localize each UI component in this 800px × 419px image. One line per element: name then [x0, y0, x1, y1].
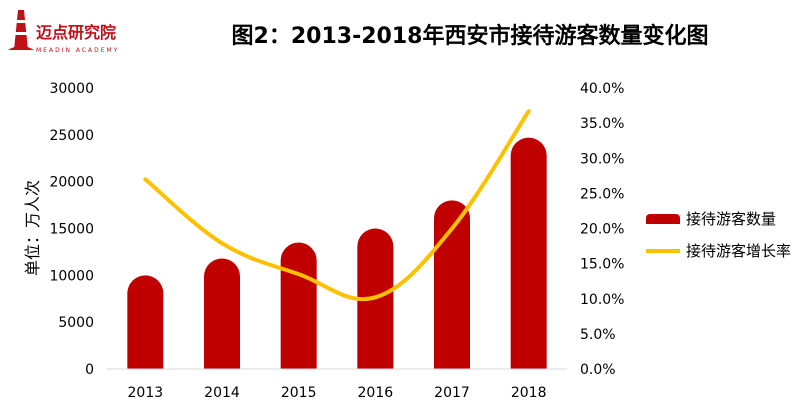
y-tick-label: 30000: [49, 81, 94, 97]
y-tick-label: 20000: [49, 175, 94, 191]
bar-2013: [127, 275, 164, 369]
y2-tick-label: 0.0%: [580, 362, 616, 378]
x-axis: 2013 2014 2015 2016 2017 2018: [107, 368, 567, 401]
legend-bar-label: 接待游客数量: [686, 210, 776, 228]
y-axis-right: 0.0% 5.0% 10.0% 15.0% 20.0% 25.0% 30.0% 35.0% 40…: [580, 81, 624, 378]
y-axis-label: 单位：万人次: [23, 180, 42, 276]
y2-tick-label: 30.0%: [580, 151, 624, 167]
legend-bar-swatch: [646, 214, 680, 224]
y-tick-label: 0: [85, 362, 94, 378]
x-tick-label: 2018: [511, 385, 547, 401]
x-tick-label: 2014: [204, 385, 240, 401]
y-tick-label: 15000: [49, 222, 94, 238]
y2-tick-label: 20.0%: [580, 222, 624, 238]
bar-2018: [510, 137, 547, 369]
bar-2017: [434, 200, 470, 369]
x-tick-label: 2017: [434, 385, 470, 401]
x-tick-label: 2013: [128, 385, 164, 401]
y-tick-label: 5000: [58, 315, 94, 331]
y-axis-left: 0 5000 10000 15000 20000 25000 30000: [49, 81, 94, 378]
y-tick-label: 10000: [49, 268, 94, 284]
brand-logo: 迈点研究院 MEADIN ACADEMY: [4, 6, 134, 60]
logo-text: 迈点研究院: [36, 23, 116, 42]
bar-2015: [280, 242, 317, 369]
y2-tick-label: 35.0%: [580, 116, 624, 132]
line-series: [143, 109, 531, 302]
y2-tick-label: 40.0%: [580, 81, 624, 97]
bar-series: [127, 137, 547, 369]
y2-tick-label: 15.0%: [580, 257, 624, 273]
legend-line-label: 接待游客增长率: [686, 242, 791, 260]
y2-tick-label: 10.0%: [580, 292, 624, 308]
bar-2014: [204, 258, 240, 369]
x-tick-label: 2016: [358, 385, 394, 401]
y2-tick-label: 5.0%: [580, 327, 616, 343]
chart-title: 图2：2013-2018年西安市接待游客数量变化图: [231, 24, 709, 49]
y-tick-label: 25000: [49, 128, 94, 144]
growth-rate-line: [143, 109, 531, 302]
x-tick-label: 2015: [281, 385, 317, 401]
logo-subtext: MEADIN ACADEMY: [36, 47, 119, 54]
y2-tick-label: 25.0%: [580, 186, 624, 202]
